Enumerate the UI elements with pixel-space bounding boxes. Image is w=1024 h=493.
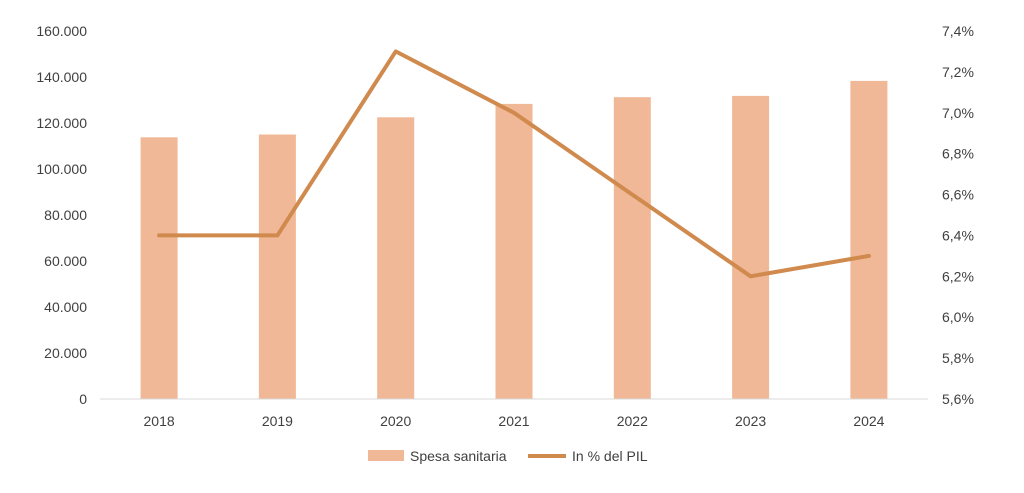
right-tick-label: 7,4% [942, 23, 974, 39]
x-tick-label: 2022 [617, 413, 648, 429]
right-tick-label: 6,0% [942, 309, 974, 325]
right-axis-ticks: 5,6% 5,8% 6,0% 6,2% 6,4% 6,6% 6,8% 7,0% 7,2% 7,4% [942, 23, 974, 407]
x-tick-label: 2019 [262, 413, 293, 429]
left-tick-label: 120.000 [36, 115, 87, 131]
bar-2022 [613, 97, 651, 399]
left-axis-ticks: 0 20.000 40.000 60.000 80.000 100.000 120.000 1… [36, 23, 87, 407]
right-tick-label: 6,6% [942, 187, 974, 203]
legend-swatch-bar [368, 450, 404, 461]
bar-2020 [377, 117, 415, 400]
right-tick-label: 5,8% [942, 350, 974, 366]
x-tick-label: 2021 [498, 413, 529, 429]
legend-label-bar: Spesa sanitaria [410, 448, 507, 464]
bar-2024 [850, 80, 888, 400]
right-tick-label: 7,0% [942, 105, 974, 121]
right-tick-label: 5,6% [942, 391, 974, 407]
x-axis-ticks: 2018 2019 2020 2021 2022 2023 2024 [144, 413, 885, 429]
bar-2018 [140, 137, 178, 400]
right-tick-label: 7,2% [942, 64, 974, 80]
left-tick-label: 100.000 [36, 161, 87, 177]
legend-label-line: In % del PIL [572, 448, 648, 464]
legend: Spesa sanitaria In % del PIL [368, 448, 648, 464]
left-tick-label: 20.000 [44, 345, 87, 361]
left-tick-label: 40.000 [44, 299, 87, 315]
left-tick-label: 60.000 [44, 253, 87, 269]
right-tick-label: 6,2% [942, 268, 974, 284]
bar-series [140, 80, 888, 400]
bar-2021 [495, 103, 533, 400]
left-tick-label: 0 [79, 391, 87, 407]
right-tick-label: 6,4% [942, 227, 974, 243]
line-series [157, 49, 871, 279]
right-tick-label: 6,8% [942, 146, 974, 162]
left-tick-label: 140.000 [36, 69, 87, 85]
x-tick-label: 2023 [735, 413, 766, 429]
bar-2019 [258, 134, 296, 399]
left-tick-label: 160.000 [36, 23, 87, 39]
x-tick-label: 2024 [853, 413, 884, 429]
x-tick-label: 2018 [144, 413, 175, 429]
x-tick-label: 2020 [380, 413, 411, 429]
left-tick-label: 80.000 [44, 207, 87, 223]
bar-2023 [732, 95, 770, 400]
